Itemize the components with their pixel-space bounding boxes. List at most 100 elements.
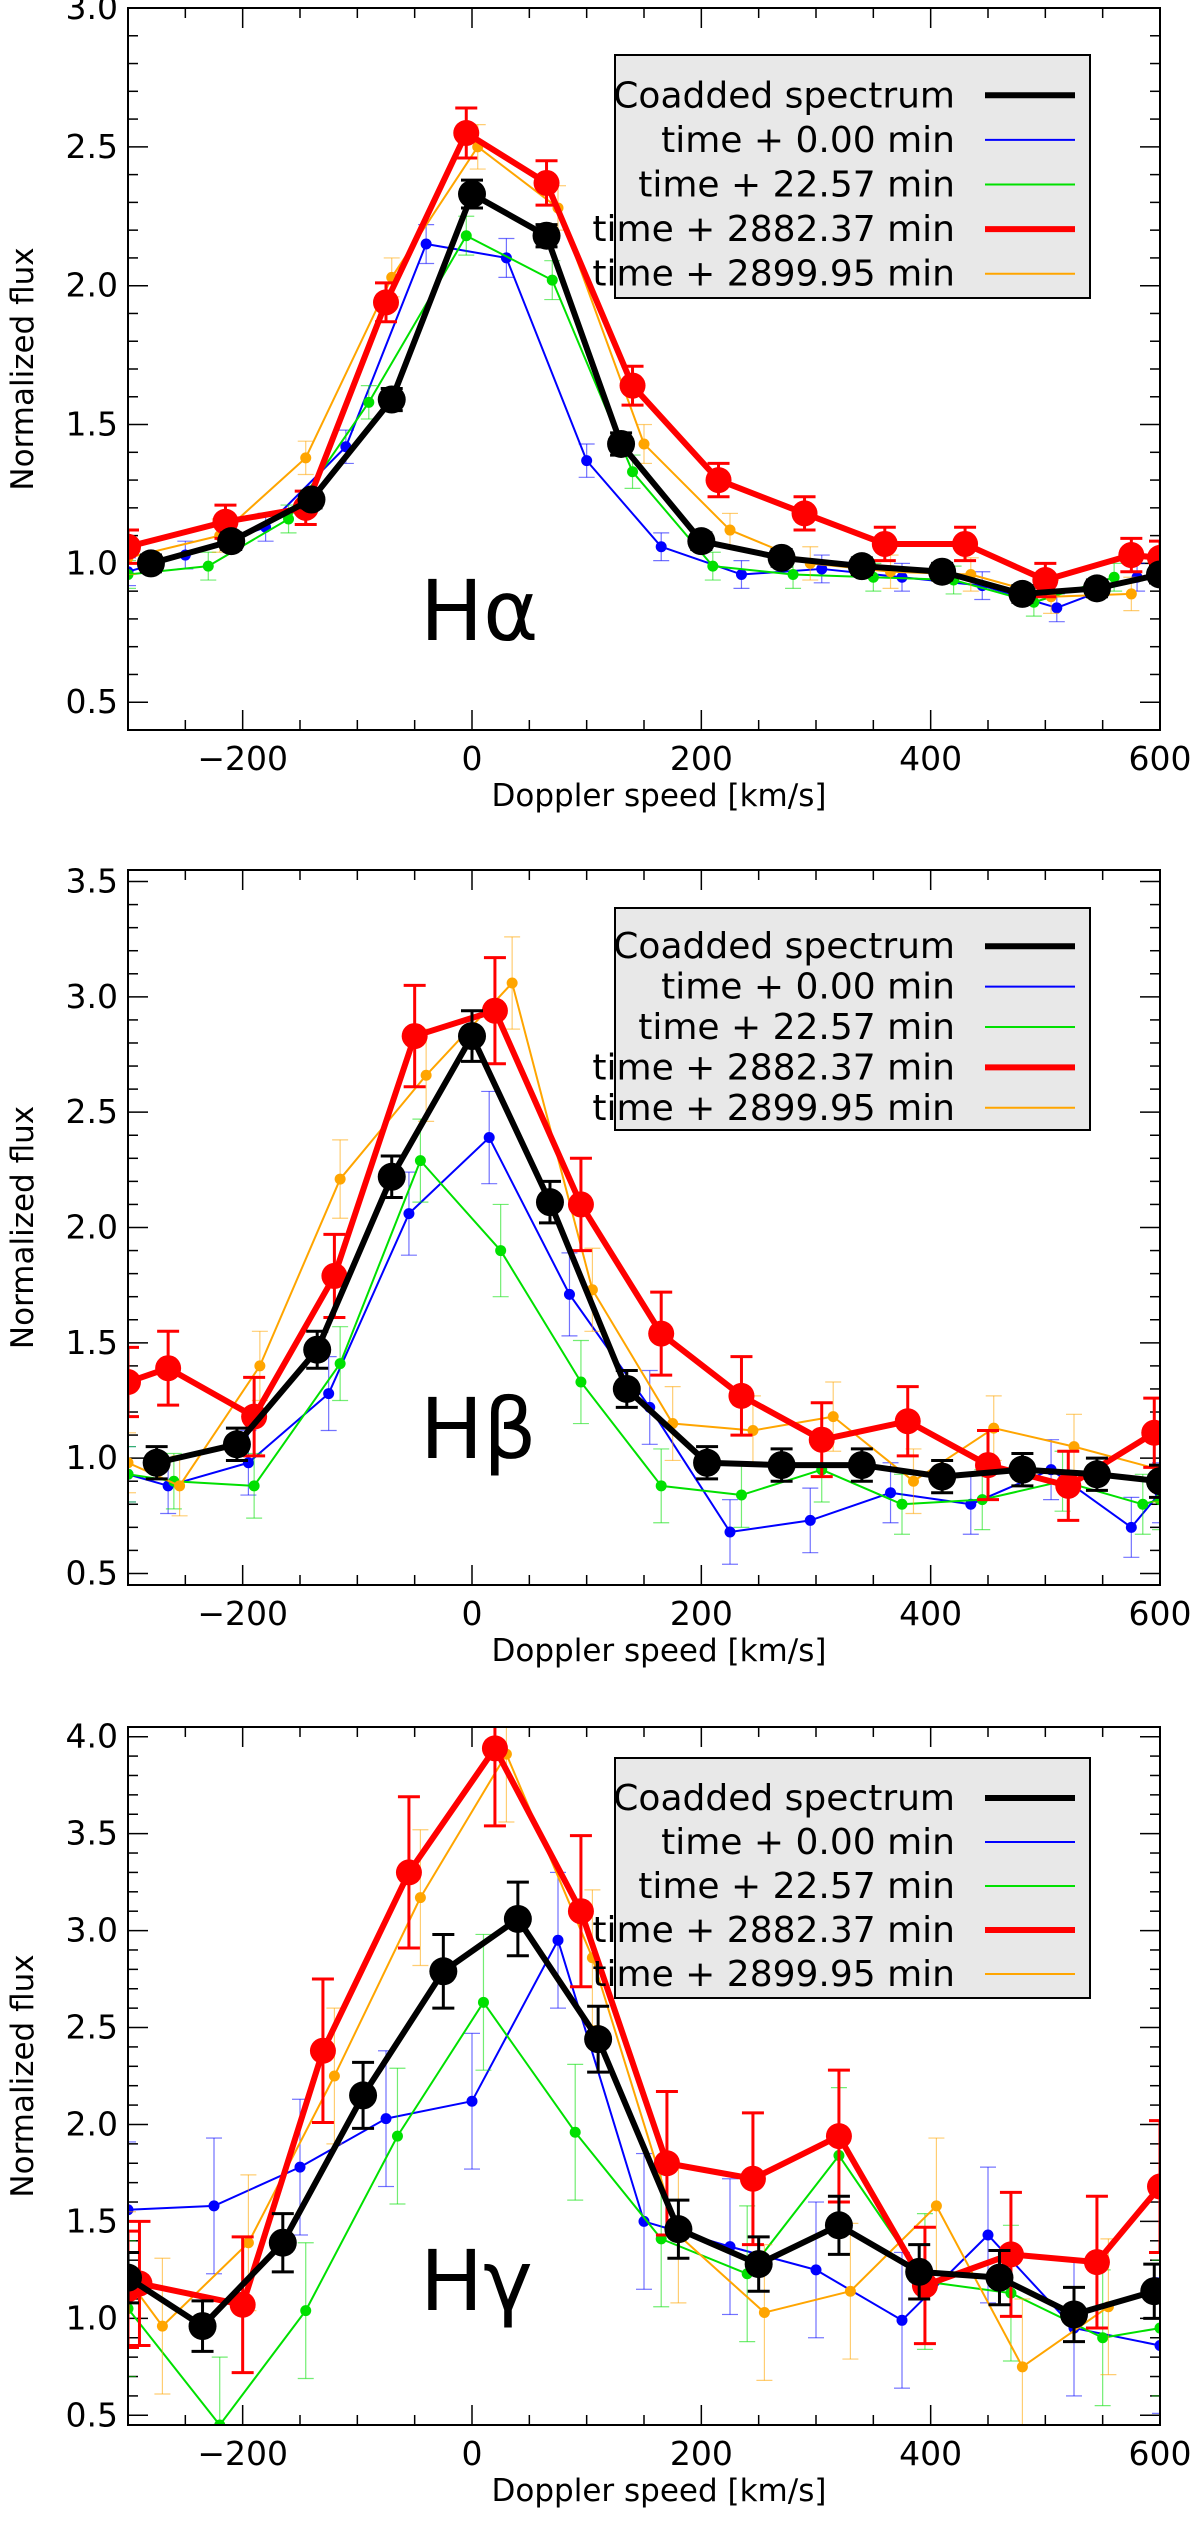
data-point <box>767 543 796 572</box>
series-line <box>128 1745 1160 2308</box>
panel-2: −200 0 200 400 600 0.5 1.0 1.5 2.0 2.5 3.0 3.5 Doppl… <box>5 862 1192 1669</box>
legend-label: Coadded spectrum <box>613 926 955 967</box>
data-point <box>825 2123 852 2150</box>
y-tick-label: 2.0 <box>66 2104 118 2143</box>
plot-frame <box>127 7 1161 731</box>
data-point <box>202 560 214 572</box>
data-point <box>1060 2300 1088 2329</box>
y-tick-label: 2.0 <box>66 266 118 305</box>
data-point <box>391 2130 403 2142</box>
data-point <box>767 1451 796 1480</box>
data-point <box>1125 1521 1137 1533</box>
data-point <box>334 1173 346 1185</box>
legend-label: time + 2882.37 min <box>592 209 955 250</box>
line-label: Hα <box>420 562 539 660</box>
data-point <box>563 1288 575 1300</box>
x-axis-label: Doppler speed [km/s] <box>492 2473 827 2509</box>
data-point <box>739 2165 766 2192</box>
y-tick-label: 2.0 <box>66 1208 118 1247</box>
data-point <box>300 2305 312 2317</box>
data-point <box>377 1162 406 1191</box>
data-point <box>214 2419 226 2425</box>
data-point <box>174 1480 186 1492</box>
data-point <box>894 1408 921 1435</box>
y-tick-label: 3.0 <box>66 977 118 1016</box>
data-point <box>222 1430 251 1459</box>
data-point <box>254 1360 266 1372</box>
data-point <box>982 2229 994 2241</box>
data-point <box>1082 1460 1111 1489</box>
data-point <box>905 2257 934 2286</box>
data-point <box>429 1957 458 1986</box>
legend-label: time + 0.00 min <box>661 120 955 161</box>
x-tick-label: 200 <box>670 1594 733 1633</box>
legend-label: time + 2899.95 min <box>592 254 955 295</box>
data-point <box>724 1526 736 1538</box>
data-point <box>758 2307 770 2319</box>
data-point <box>303 1335 332 1364</box>
data-point <box>655 1480 667 1492</box>
data-point <box>1147 2173 1160 2200</box>
panel-3: −200 0 200 400 600 0.5 1.0 1.5 2.0 2.5 3.0 3.5 4.0 Do… <box>5 1717 1192 2509</box>
data-point <box>453 119 480 146</box>
data-point <box>503 1904 532 1933</box>
data-point <box>724 524 736 536</box>
data-point <box>693 1448 722 1477</box>
line-label: Hγ <box>420 2232 533 2330</box>
legend-label: time + 22.57 min <box>638 1007 955 1048</box>
data-point <box>552 1934 564 1946</box>
x-tick-label: −200 <box>197 2434 288 2473</box>
data-point <box>481 997 508 1024</box>
data-point <box>294 2161 306 2173</box>
x-tick-label: 600 <box>1129 739 1192 778</box>
data-point <box>612 1374 641 1403</box>
data-point <box>380 2113 392 2125</box>
x-axis-label: Doppler speed [km/s] <box>492 1633 827 1669</box>
y-tick-label: 2.5 <box>66 2008 118 2047</box>
legend-label: time + 2882.37 min <box>592 1910 955 1951</box>
data-point <box>477 1996 489 2008</box>
data-point <box>664 2215 693 2244</box>
data-point <box>965 1498 977 1510</box>
data-point <box>155 1355 182 1382</box>
legend-label: time + 2882.37 min <box>592 1047 955 1088</box>
data-point <box>481 1735 508 1762</box>
data-point <box>896 1498 908 1510</box>
data-point <box>1082 574 1111 603</box>
y-tick-label: 0.5 <box>66 682 118 721</box>
data-point <box>816 563 828 575</box>
data-point <box>928 557 957 586</box>
data-point <box>128 2204 134 2216</box>
data-point <box>328 2070 340 2082</box>
data-point <box>458 180 486 209</box>
data-point <box>707 560 719 572</box>
data-point <box>847 552 876 581</box>
data-point <box>952 530 979 557</box>
data-point <box>128 1457 134 1469</box>
y-tick-label: 1.5 <box>66 405 118 444</box>
legend-label: time + 22.57 min <box>638 165 955 206</box>
data-area <box>128 106 1160 623</box>
data-point <box>1068 1441 1080 1453</box>
data-point <box>248 1480 260 1492</box>
data-point <box>128 533 141 560</box>
data-point <box>907 1475 919 1487</box>
x-tick-label: −200 <box>197 1594 288 1633</box>
data-point <box>1146 1467 1160 1496</box>
data-point <box>395 1859 422 1886</box>
data-point <box>655 541 667 553</box>
y-tick-label: 0.5 <box>66 1553 118 1592</box>
y-tick-label: 1.5 <box>66 2201 118 2240</box>
data-point <box>638 438 650 450</box>
data-point <box>188 2312 217 2341</box>
data-point <box>1140 2277 1160 2306</box>
data-point <box>349 2081 378 2110</box>
data-point <box>787 568 799 580</box>
legend-label: Coadded spectrum <box>613 1778 955 1819</box>
data-point <box>575 1376 587 1388</box>
y-tick-label: 2.5 <box>66 1092 118 1131</box>
data-point <box>128 2263 142 2292</box>
x-tick-label: 0 <box>462 1594 483 1633</box>
y-axis-label: Normalized flux <box>5 1106 41 1349</box>
